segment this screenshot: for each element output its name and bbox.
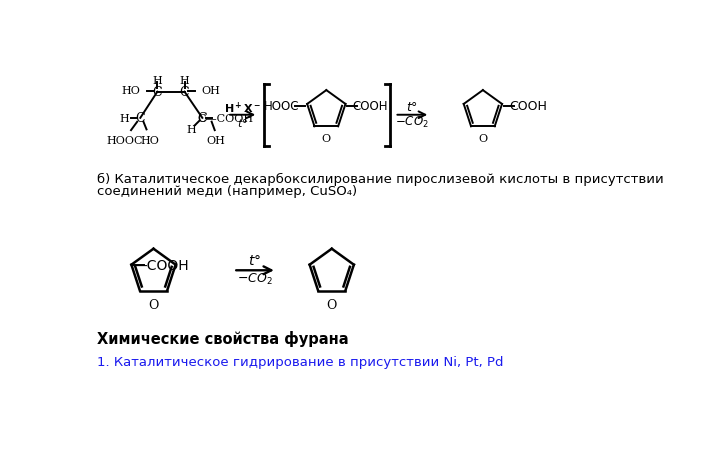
Text: $-CO_2$: $-CO_2$ bbox=[395, 115, 429, 130]
Text: OH: OH bbox=[202, 86, 220, 96]
Text: C: C bbox=[153, 86, 162, 99]
Text: H: H bbox=[119, 113, 129, 124]
Text: COOH: COOH bbox=[352, 100, 388, 113]
Text: $t°$: $t°$ bbox=[237, 116, 248, 128]
Text: H: H bbox=[186, 125, 196, 134]
Text: C: C bbox=[198, 112, 207, 125]
Text: C: C bbox=[179, 86, 189, 99]
Text: 1. Каталитическое гидрирование в присутствии Ni, Pt, Pd: 1. Каталитическое гидрирование в присутс… bbox=[97, 355, 503, 368]
Text: O: O bbox=[149, 298, 158, 311]
Text: HO: HO bbox=[121, 86, 140, 96]
Text: OH: OH bbox=[207, 136, 226, 145]
Text: б) Каталитическое декарбоксилирование пирослизевой кислоты в присутствии: б) Каталитическое декарбоксилирование пи… bbox=[97, 172, 664, 185]
Text: COOH: COOH bbox=[509, 100, 547, 113]
Text: C: C bbox=[135, 112, 145, 125]
Text: O: O bbox=[327, 298, 337, 311]
Text: $-CO_2$: $-CO_2$ bbox=[237, 271, 273, 286]
Text: H: H bbox=[153, 76, 162, 86]
Text: H: H bbox=[179, 76, 189, 86]
Text: $\mathbf{H^+X^-}$: $\mathbf{H^+X^-}$ bbox=[224, 100, 261, 115]
Text: HOOC: HOOC bbox=[264, 100, 299, 113]
Text: $t°$: $t°$ bbox=[407, 100, 418, 113]
Text: O: O bbox=[322, 134, 331, 144]
Text: соединений меди (например, CuSO₄): соединений меди (например, CuSO₄) bbox=[97, 185, 357, 198]
Text: C—COOH: C—COOH bbox=[198, 113, 254, 124]
Text: —COOH: —COOH bbox=[133, 258, 189, 272]
Text: HO: HO bbox=[140, 136, 159, 145]
Text: HOOC: HOOC bbox=[107, 136, 143, 145]
Text: $t°$: $t°$ bbox=[248, 254, 261, 268]
Text: O: O bbox=[478, 134, 487, 144]
Text: Химические свойства фурана: Химические свойства фурана bbox=[97, 331, 348, 347]
